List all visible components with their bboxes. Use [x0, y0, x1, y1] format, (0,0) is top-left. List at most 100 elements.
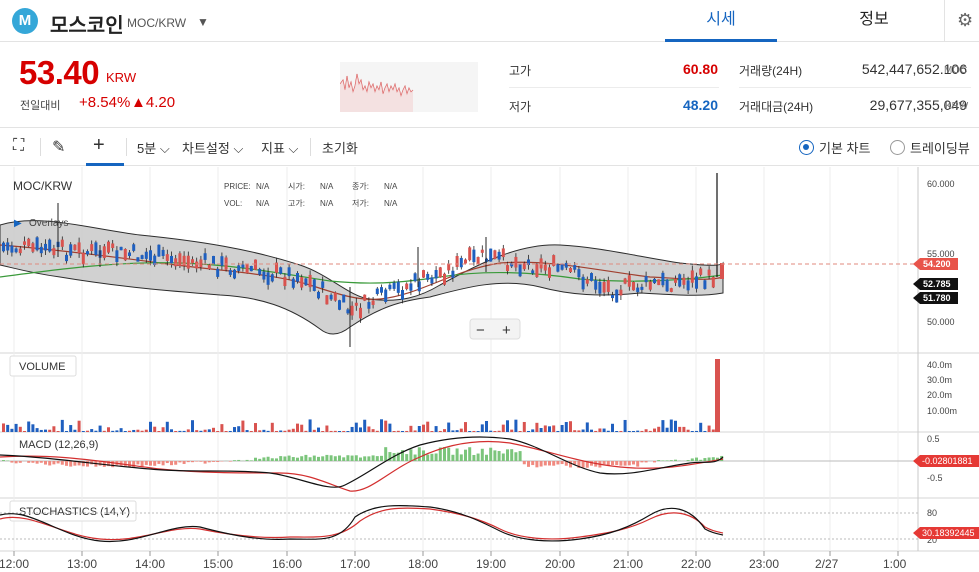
price-tick: 50.000	[927, 317, 955, 327]
candle-body	[468, 247, 472, 261]
candle-body	[296, 273, 299, 282]
divider	[40, 138, 41, 156]
candle-body	[258, 268, 262, 275]
candle-body	[317, 291, 320, 299]
macd-bar	[350, 455, 354, 461]
macd-bar	[304, 454, 308, 461]
last-candle	[720, 263, 724, 279]
volume-bar	[77, 420, 81, 432]
indicators-label: 지표	[261, 141, 285, 156]
candle-body	[291, 278, 295, 288]
macd-bar	[14, 461, 18, 464]
active-tool-indicator	[86, 163, 124, 166]
candle-body	[594, 280, 598, 290]
candle-body	[464, 259, 467, 264]
volume-bar	[707, 425, 711, 432]
zoom-in-button[interactable]: +	[502, 322, 511, 339]
gear-icon[interactable]: ⚙	[957, 10, 974, 30]
basic-chart-radio[interactable]	[799, 140, 814, 155]
macd-bar	[270, 458, 274, 461]
candle-body	[422, 270, 425, 278]
macd-bar	[644, 461, 648, 463]
pair-dropdown-icon[interactable]: ▼	[197, 15, 209, 29]
fullscreen-icon[interactable]: ⛶	[13, 137, 25, 154]
candle-body	[254, 259, 257, 270]
candle-body	[527, 259, 530, 266]
macd-bar	[27, 461, 31, 463]
play-icon[interactable]: ▶	[14, 218, 22, 229]
chart-settings-menu[interactable]: 차트설정 ⌵	[182, 138, 243, 157]
tradingview-label[interactable]: 트레이딩뷰	[910, 141, 970, 156]
volume-tick: 20.0m	[927, 390, 952, 400]
reset-button[interactable]: 초기화	[322, 141, 358, 156]
volume-bar	[224, 430, 228, 432]
volume-bar	[207, 429, 211, 432]
interval-select[interactable]: 5분 ⌵	[137, 138, 170, 157]
volume-bar	[695, 430, 698, 432]
candle-body	[136, 257, 140, 262]
trading-chart[interactable]: 60.000 55.000 50.000 54.200 52.785 51.78…	[0, 167, 979, 572]
volume-bar	[434, 426, 438, 432]
candle-body	[384, 289, 388, 302]
stoch-badge: 30.18392445	[922, 528, 975, 538]
candle-body	[174, 258, 178, 267]
volume-bar	[375, 430, 379, 432]
volume-bar	[485, 420, 488, 432]
macd-bar	[627, 461, 631, 466]
candle-body	[304, 278, 308, 286]
macd-bar	[405, 454, 409, 461]
candle-body	[237, 265, 241, 271]
candle-body	[493, 250, 497, 259]
macd-bar	[258, 458, 262, 461]
macd-bar	[401, 450, 404, 461]
volume-bar	[291, 428, 295, 432]
overlays-toggle[interactable]: Overlays	[29, 218, 68, 229]
volume-label: 거래량(24H)	[739, 64, 803, 78]
macd-bar	[333, 456, 337, 461]
indicators-menu[interactable]: 지표 ⌵	[261, 138, 298, 157]
volume-bar	[552, 425, 556, 432]
volume-bar	[392, 430, 396, 432]
candle-body	[2, 242, 5, 252]
tab-info[interactable]: 정보	[859, 11, 889, 28]
ohlc-high-value: N/A	[320, 199, 334, 208]
zoom-out-button[interactable]: −	[476, 322, 485, 339]
volume-bar	[569, 421, 572, 432]
volume-bar	[216, 430, 220, 432]
basic-chart-label[interactable]: 기본 차트	[819, 141, 871, 156]
candle-body	[489, 248, 493, 262]
pencil-icon[interactable]: ✎	[52, 139, 66, 156]
macd-bar	[262, 457, 266, 461]
high-label: 고가	[509, 64, 532, 78]
time-axis: 12:00 13:00 14:00 15:00 16:00 17:00 18:00 19:00…	[0, 551, 907, 571]
candle-body	[52, 248, 56, 256]
macd-bar	[18, 461, 22, 463]
macd-bar	[577, 461, 581, 468]
candle-body	[669, 288, 673, 292]
macd-bar	[606, 461, 610, 466]
stoch-tick: 20	[927, 535, 937, 545]
low-price-badge: 51.780	[923, 293, 951, 303]
volume-bar	[258, 430, 262, 432]
macd-bar	[136, 461, 140, 465]
divider	[126, 138, 127, 156]
macd-bar	[195, 461, 199, 462]
volume-bar	[283, 430, 287, 432]
candle-body	[312, 279, 316, 291]
macd-bar	[653, 461, 656, 463]
ohlc-high-label: 고가:	[288, 199, 305, 208]
candle-body	[220, 256, 224, 266]
time-tick: 16:00	[272, 557, 302, 571]
volume-bar	[354, 422, 358, 432]
candle-body	[60, 239, 64, 247]
macd-bar	[86, 461, 89, 467]
time-tick: 20:00	[545, 557, 575, 571]
tradingview-radio[interactable]	[890, 140, 905, 155]
volume-bar	[430, 430, 434, 432]
stoch-title-box	[9, 500, 137, 522]
crosshair-icon[interactable]: +	[93, 134, 105, 156]
candle-body	[602, 281, 606, 293]
tab-quote[interactable]: 시세	[665, 0, 777, 42]
macd-bar	[123, 461, 127, 467]
candle-body	[686, 280, 690, 291]
